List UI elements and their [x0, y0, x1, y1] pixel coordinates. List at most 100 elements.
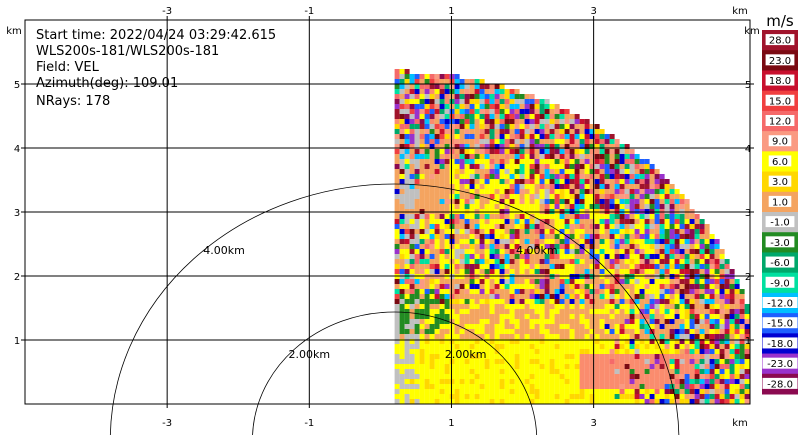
field-cell	[414, 329, 420, 334]
field-cell	[649, 364, 655, 369]
field-cell	[734, 379, 740, 384]
field-cell	[439, 84, 445, 89]
field-cell	[419, 389, 425, 394]
field-cell	[659, 339, 665, 344]
field-cell	[554, 239, 560, 244]
field-cell	[499, 329, 505, 334]
field-cell	[639, 259, 645, 264]
field-cell	[454, 204, 460, 209]
field-cell	[409, 219, 415, 224]
field-cell	[559, 354, 565, 359]
field-cell	[604, 364, 610, 369]
field-cell	[434, 149, 440, 154]
field-cell	[544, 344, 550, 349]
field-cell	[454, 219, 460, 224]
field-cell	[594, 149, 600, 154]
field-cell	[724, 299, 730, 304]
field-cell	[684, 254, 690, 259]
field-cell	[739, 354, 745, 359]
field-cell	[544, 149, 550, 154]
field-cell	[734, 329, 740, 334]
field-cell	[624, 304, 630, 309]
field-cell	[464, 179, 470, 184]
field-cell	[609, 399, 615, 404]
field-cell	[519, 254, 525, 259]
field-cell	[619, 319, 625, 324]
field-cell	[604, 244, 610, 249]
field-cell	[399, 104, 405, 109]
field-cell	[554, 369, 560, 374]
field-cell	[579, 149, 585, 154]
field-cell	[709, 384, 715, 389]
field-cell	[439, 114, 445, 119]
field-cell	[429, 74, 435, 79]
field-cell	[449, 339, 455, 344]
field-cell	[624, 394, 630, 399]
field-cell	[574, 289, 580, 294]
y-unit-right: km	[744, 26, 760, 37]
field-cell	[624, 349, 630, 354]
field-cell	[519, 399, 525, 404]
field-cell	[454, 239, 460, 244]
field-cell	[649, 284, 655, 289]
field-cell	[544, 394, 550, 399]
field-cell	[694, 324, 700, 329]
field-cell	[479, 359, 485, 364]
field-cell	[609, 299, 615, 304]
field-cell	[569, 299, 575, 304]
field-cell	[474, 264, 480, 269]
field-cell	[739, 309, 745, 314]
field-cell	[499, 139, 505, 144]
field-cell	[679, 234, 685, 239]
field-cell	[574, 264, 580, 269]
field-cell	[629, 229, 635, 234]
field-cell	[679, 334, 685, 339]
y-tick-label-right: 3	[745, 208, 751, 219]
field-cell	[549, 149, 555, 154]
field-cell	[394, 339, 400, 344]
field-cell	[714, 249, 720, 254]
field-cell	[509, 279, 515, 284]
field-cell	[589, 124, 595, 129]
field-cell	[519, 284, 525, 289]
field-cell	[684, 229, 690, 234]
colorbar-label: -6.0	[770, 258, 790, 269]
field-cell	[674, 244, 680, 249]
field-cell	[484, 199, 490, 204]
field-cell	[499, 179, 505, 184]
field-cell	[419, 94, 425, 99]
field-cell	[434, 129, 440, 134]
field-cell	[444, 314, 450, 319]
field-cell	[559, 194, 565, 199]
field-cell	[589, 374, 595, 379]
field-cell	[419, 249, 425, 254]
field-cell	[399, 199, 405, 204]
field-cell	[739, 324, 745, 329]
field-cell	[594, 349, 600, 354]
colorbar-label: 1.0	[772, 197, 788, 208]
field-cell	[694, 289, 700, 294]
field-cell	[479, 304, 485, 309]
field-cell	[659, 294, 665, 299]
field-cell	[554, 329, 560, 334]
field-cell	[444, 104, 450, 109]
field-cell	[629, 254, 635, 259]
field-cell	[439, 259, 445, 264]
field-cell	[514, 314, 520, 319]
field-cell	[474, 314, 480, 319]
field-cell	[519, 129, 525, 134]
field-cell	[524, 99, 530, 104]
field-cell	[489, 249, 495, 254]
field-cell	[674, 384, 680, 389]
field-cell	[674, 229, 680, 234]
field-cell	[539, 114, 545, 119]
field-cell	[659, 334, 665, 339]
field-cell	[494, 189, 500, 194]
field-cell	[429, 119, 435, 124]
field-cell	[674, 219, 680, 224]
field-cell	[499, 124, 505, 129]
field-cell	[684, 329, 690, 334]
x-unit-top: km	[732, 6, 748, 17]
field-cell	[419, 369, 425, 374]
field-cell	[584, 389, 590, 394]
